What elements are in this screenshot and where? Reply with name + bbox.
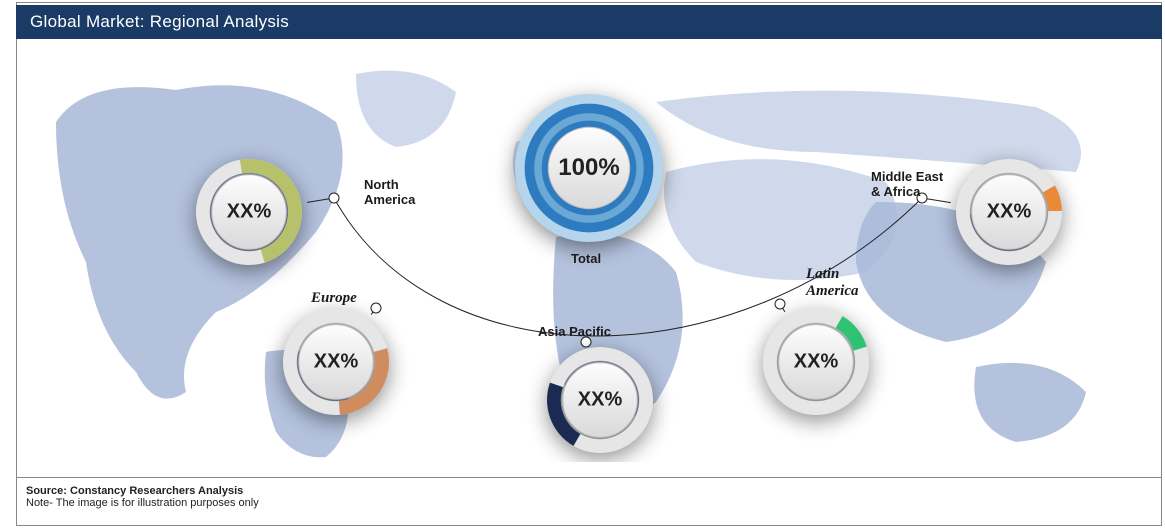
dial-value-asia-pacific: XX% (578, 389, 622, 412)
dial-value-europe: XX% (314, 351, 358, 374)
dial-value-middle-east-africa: XX% (987, 201, 1031, 224)
dial-value-north-america: XX% (227, 201, 271, 224)
source-text: Constancy Researchers Analysis (70, 485, 243, 497)
dial-value-latin-america: XX% (794, 351, 838, 374)
region-label-asia-pacific: Asia Pacific (538, 325, 611, 340)
region-label-north-america: NorthAmerica (364, 178, 415, 208)
region-label-europe: Europe (311, 290, 357, 307)
footer-divider (16, 477, 1162, 478)
source-line: Source: Constancy Researchers Analysis (26, 485, 259, 497)
source-label: Source: (26, 485, 67, 497)
region-label-middle-east-africa: Middle East& Africa (871, 170, 943, 200)
total-value: 100% (558, 154, 619, 182)
chart-title-bar: Global Market: Regional Analysis (16, 5, 1162, 39)
region-label-latin-america: LatinAmerica (806, 266, 859, 301)
map-area: 100% Total XX% NorthAmerica XX% Europe XX% As… (16, 52, 1162, 462)
footer-note: Note- The image is for illustration purp… (26, 497, 259, 509)
total-label: Total (571, 252, 601, 267)
chart-title: Global Market: Regional Analysis (30, 12, 289, 32)
footer: Source: Constancy Researchers Analysis N… (26, 485, 259, 509)
